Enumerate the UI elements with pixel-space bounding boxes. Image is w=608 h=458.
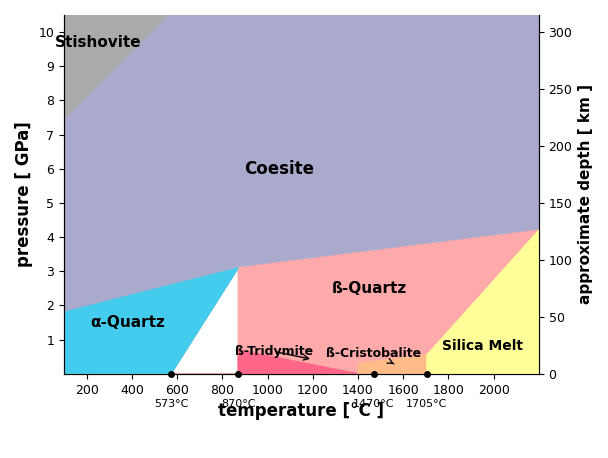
Y-axis label: approximate depth [ km ]: approximate depth [ km ] — [578, 84, 593, 305]
Polygon shape — [64, 15, 539, 312]
Text: 870°C: 870°C — [221, 399, 255, 409]
Text: 573°C: 573°C — [154, 399, 188, 409]
Text: Silica Melt: Silica Melt — [442, 339, 523, 354]
Text: α-Quartz: α-Quartz — [90, 315, 165, 330]
Text: 1470°C: 1470°C — [353, 399, 395, 409]
X-axis label: temperature [°C ]: temperature [°C ] — [218, 402, 384, 420]
Text: ß-Quartz: ß-Quartz — [332, 281, 407, 296]
Polygon shape — [358, 355, 427, 374]
Y-axis label: pressure [ GPa]: pressure [ GPa] — [15, 121, 33, 267]
Text: ß-Tridymite: ß-Tridymite — [235, 345, 314, 360]
Polygon shape — [427, 230, 539, 374]
Polygon shape — [238, 350, 358, 374]
Polygon shape — [171, 230, 539, 374]
Text: Coesite: Coesite — [244, 160, 314, 178]
Text: Stishovite: Stishovite — [55, 35, 142, 50]
Polygon shape — [64, 15, 166, 118]
Polygon shape — [171, 268, 238, 374]
Text: ß-Cristobalite: ß-Cristobalite — [326, 347, 421, 364]
Polygon shape — [64, 268, 238, 374]
Text: 1705°C: 1705°C — [406, 399, 447, 409]
